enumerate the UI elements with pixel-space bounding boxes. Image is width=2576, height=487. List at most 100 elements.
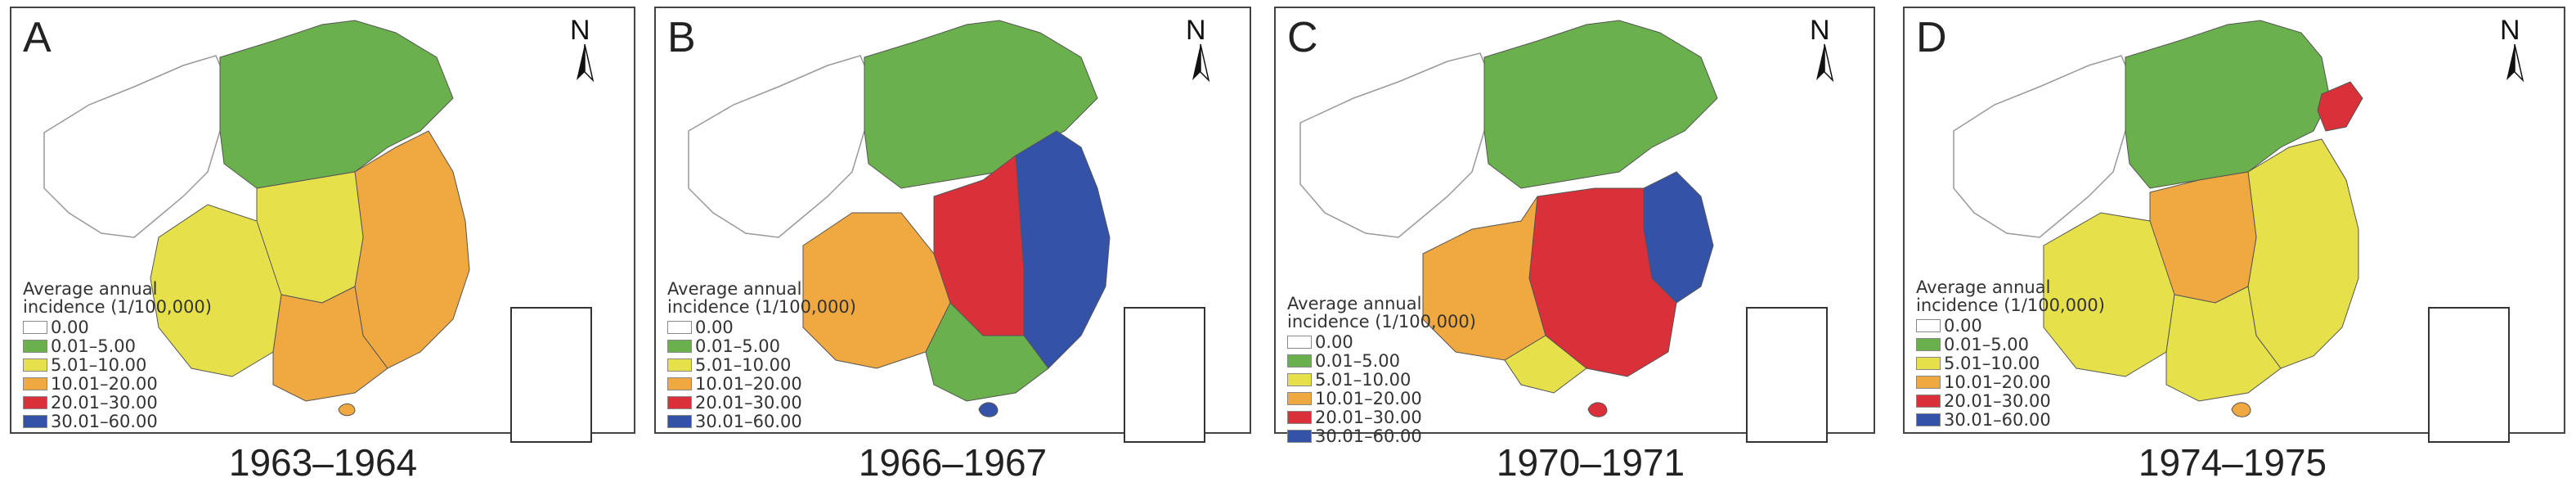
legend-item: 10.01–20.00 xyxy=(667,374,856,393)
legend-swatch xyxy=(667,339,692,353)
legend-swatch xyxy=(1916,394,1941,408)
south-region xyxy=(925,302,1049,402)
north-region xyxy=(2125,20,2331,189)
legend-item: 0.01–5.00 xyxy=(667,336,856,355)
map-panel-d: D N Average annual incidence (1/100,000)… xyxy=(1903,7,2565,443)
legend-label: 0.01–5.00 xyxy=(1315,350,1401,371)
legend: Average annual incidence (1/100,000) 0.0… xyxy=(667,280,856,431)
east-region xyxy=(354,130,470,369)
year-caption: 1974–1975 xyxy=(2138,441,2327,484)
north-arrow-icon: N xyxy=(2500,15,2524,83)
legend-item: 5.01–10.00 xyxy=(1916,354,2105,372)
legend-swatch xyxy=(23,320,47,334)
legend-label: 5.01–10.00 xyxy=(695,354,792,375)
legend-title: Average annual incidence (1/100,000) xyxy=(23,279,212,317)
year-caption: 1963–1964 xyxy=(228,441,418,484)
china-map-b xyxy=(688,20,1111,417)
legend-label: 5.01–10.00 xyxy=(1944,353,2040,373)
map-panel-c: C N Average annual incidence (1/100,000)… xyxy=(1274,7,1875,445)
legend-item: 0.00 xyxy=(1287,332,1476,351)
north-arrow-icon: N xyxy=(1186,15,1210,83)
legend: Average annual incidence (1/100,000) 0.0… xyxy=(1916,278,2105,429)
east-region xyxy=(2247,138,2359,369)
legend-swatch xyxy=(667,377,692,390)
legend-label: 10.01–20.00 xyxy=(1944,372,2051,392)
panel-letter: B xyxy=(667,14,696,61)
legend-label: 0.00 xyxy=(51,317,89,337)
north-arrow-icon: N xyxy=(570,15,595,83)
svg-text:N: N xyxy=(1186,15,1206,46)
south-china-sea-inset xyxy=(1746,307,1828,443)
legend-swatch xyxy=(23,414,47,428)
panel-letter: D xyxy=(1916,14,1947,61)
legend-label: 10.01–20.00 xyxy=(1315,388,1422,408)
legend: Average annual incidence (1/100,000) 0.0… xyxy=(23,280,212,431)
legend-item: 30.01–60.00 xyxy=(667,412,856,431)
legend-label: 20.01–30.00 xyxy=(1315,407,1422,427)
island-region xyxy=(978,402,999,417)
legend-item: 20.01–30.00 xyxy=(667,393,856,412)
svg-text:N: N xyxy=(570,15,590,46)
legend-swatch xyxy=(1287,410,1312,424)
map-panel-a: A N Average annual incidence (1/100,000)… xyxy=(10,7,635,443)
north-arrow-icon: N xyxy=(1810,15,1834,83)
legend-label: 10.01–20.00 xyxy=(695,373,802,394)
legend-item: 20.01–30.00 xyxy=(1916,391,2105,410)
legend-swatch xyxy=(1916,337,1941,351)
legend-item: 10.01–20.00 xyxy=(1916,372,2105,391)
legend-swatch xyxy=(667,320,692,334)
island-region xyxy=(338,404,356,417)
east-region xyxy=(1015,130,1111,369)
island-region xyxy=(2231,402,2251,417)
legend-label: 20.01–30.00 xyxy=(1944,390,2051,411)
legend-item: 30.01–60.00 xyxy=(1287,426,1476,445)
western-region-outline xyxy=(43,55,231,238)
legend-item: 0.01–5.00 xyxy=(23,336,212,355)
legend-swatch xyxy=(1287,429,1312,443)
legend-swatch xyxy=(1916,375,1941,389)
southwest-region xyxy=(150,204,282,377)
panel-letter: A xyxy=(23,14,52,61)
southwest-region xyxy=(1422,196,1546,361)
legend-item: 0.00 xyxy=(23,318,212,336)
western-region-outline xyxy=(1299,52,1496,238)
legend-item: 0.00 xyxy=(667,318,856,336)
year-caption: 1970–1971 xyxy=(1496,441,1685,484)
legend-swatch xyxy=(1287,391,1312,405)
legend-item: 10.01–20.00 xyxy=(1287,389,1476,408)
south-region xyxy=(1504,335,1587,394)
legend-item: 0.00 xyxy=(1916,316,2105,335)
legend-item: 0.01–5.00 xyxy=(1916,335,2105,354)
map-panel-b: B N Average annual incidence (1/100,000)… xyxy=(654,7,1251,443)
legend-label: 0.01–5.00 xyxy=(1944,334,2030,354)
south-china-sea-inset xyxy=(510,307,592,443)
legend-label: 30.01–60.00 xyxy=(1944,409,2051,430)
legend-label: 0.01–5.00 xyxy=(51,336,137,356)
legend-swatch xyxy=(1287,335,1312,349)
legend-item: 5.01–10.00 xyxy=(1287,370,1476,389)
legend-swatch xyxy=(1287,372,1312,386)
legend-label: 0.01–5.00 xyxy=(695,336,781,356)
south-china-sea-inset xyxy=(2428,307,2510,443)
legend-item: 20.01–30.00 xyxy=(23,393,212,412)
legend-label: 5.01–10.00 xyxy=(1315,369,1411,390)
legend-item: 0.01–5.00 xyxy=(1287,351,1476,370)
china-map-a xyxy=(43,20,470,417)
legend-item: 5.01–10.00 xyxy=(667,355,856,374)
legend-swatch xyxy=(23,395,47,409)
china-map-d xyxy=(1953,20,2363,417)
legend-item: 10.01–20.00 xyxy=(23,374,212,393)
legend-label: 0.00 xyxy=(1944,315,1982,336)
legend-swatch xyxy=(667,414,692,428)
legend-title: Average annual incidence (1/100,000) xyxy=(1287,294,1476,331)
china-map-c xyxy=(1299,20,1718,417)
legend-swatch xyxy=(23,377,47,390)
legend-label: 20.01–30.00 xyxy=(51,392,158,413)
legend-label: 0.00 xyxy=(1315,331,1353,352)
legend-swatch xyxy=(1287,354,1312,368)
legend-label: 0.00 xyxy=(695,317,734,337)
legend-label: 30.01–60.00 xyxy=(51,411,158,431)
island-region xyxy=(1587,402,1608,417)
legend-label: 30.01–60.00 xyxy=(695,411,802,431)
legend-title: Average annual incidence (1/100,000) xyxy=(667,279,856,317)
